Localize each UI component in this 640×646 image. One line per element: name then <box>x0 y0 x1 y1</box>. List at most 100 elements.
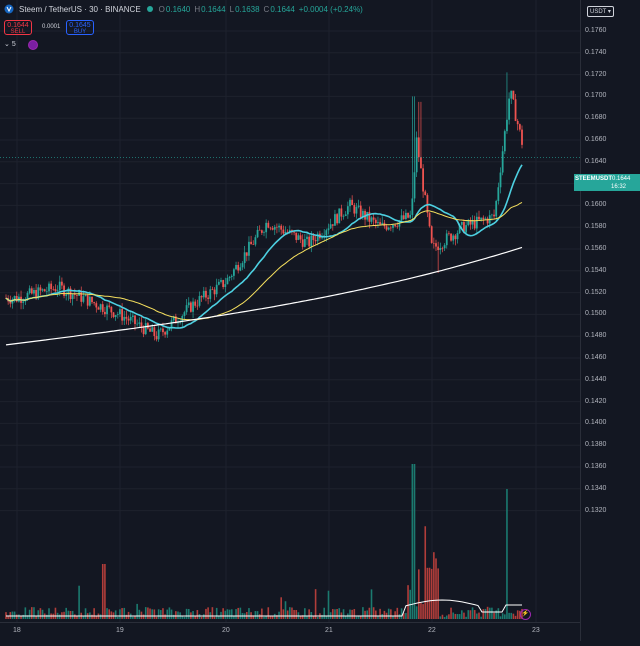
candle-body <box>179 322 182 323</box>
time-tick-label: 18 <box>13 627 21 634</box>
candle-body <box>269 227 272 229</box>
candle-body <box>151 327 154 332</box>
volume-bar <box>418 569 420 619</box>
volume-bar <box>278 611 280 619</box>
candle-body <box>86 294 89 306</box>
candle-body <box>116 314 119 316</box>
sell-button[interactable]: 0.1644 SELL <box>4 20 32 35</box>
candle-body <box>80 291 83 302</box>
volume-bar <box>121 608 123 619</box>
candle-body <box>56 290 59 292</box>
price-tick-label: 0.1580 <box>585 223 607 231</box>
price-tick-label: 0.1660 <box>585 136 607 143</box>
volume-bar <box>342 609 345 619</box>
candle-body <box>13 295 16 300</box>
volume-bar <box>452 612 454 619</box>
volume-bar <box>321 615 323 619</box>
volume-bar <box>424 526 427 619</box>
candle-body <box>415 137 418 173</box>
candle-body <box>157 329 160 340</box>
candle-body <box>155 336 158 340</box>
candle-body <box>460 221 463 225</box>
currency-button[interactable]: USDT ▾ <box>587 6 614 17</box>
volume-bar <box>396 607 399 619</box>
candle-body <box>164 332 166 335</box>
volume-bar <box>379 608 381 619</box>
volume-bar <box>177 611 179 619</box>
candle-body <box>521 129 523 145</box>
candle-body <box>104 311 106 315</box>
candle-body <box>233 269 235 276</box>
volume-bar <box>151 609 153 619</box>
candle-body <box>469 219 472 225</box>
volume-bar <box>162 608 164 619</box>
candle-body <box>420 157 422 169</box>
volume-bar <box>463 612 465 619</box>
last-price-tag: STEEMUSDT 0.1644 16:32 <box>574 174 640 191</box>
candle-body <box>129 316 132 321</box>
time-axis[interactable]: 18 19 20 21 22 23 <box>0 622 580 642</box>
volume-bar <box>74 614 76 619</box>
volume-bar <box>316 616 319 619</box>
candle-body <box>417 137 420 158</box>
candle-body <box>125 316 128 319</box>
candle-body <box>463 221 465 233</box>
price-chart[interactable] <box>0 0 580 641</box>
buy-label: BUY <box>73 29 87 35</box>
volume-bar <box>469 610 472 619</box>
volume-bar <box>222 608 224 619</box>
volume-bar <box>265 615 267 619</box>
candle-body <box>506 119 508 132</box>
candle-body <box>50 283 53 290</box>
time-tick-label: 20 <box>222 627 230 634</box>
price-tick-label: 0.1440 <box>585 375 607 383</box>
volume-bar <box>67 610 70 619</box>
volume-bar <box>461 610 463 619</box>
price-tick-label: 0.1720 <box>585 70 607 78</box>
lightning-icon[interactable]: ⚡ <box>520 609 531 620</box>
volume-bar <box>153 609 156 619</box>
candle-body <box>428 212 431 227</box>
candle-body <box>192 301 194 312</box>
price-axis[interactable]: USDT ▾ 0.1760 0.1740 0.1720 0.1700 0.1680 0.1… <box>574 0 640 641</box>
candle-body <box>119 309 121 315</box>
volume-bar <box>235 609 237 619</box>
volume-bar <box>149 608 151 619</box>
candle-body <box>389 227 392 229</box>
chart-area[interactable]: Steem / TetherUS · 30 · BINANCE O 0.1640 … <box>0 0 580 641</box>
candle-body <box>65 294 68 296</box>
candle-body <box>239 267 242 271</box>
indicators-toggle[interactable]: ⌄ 5 <box>4 40 16 49</box>
volume-bar <box>39 608 42 619</box>
volume-bar <box>506 489 508 619</box>
candle-body <box>467 219 470 226</box>
volume-bar <box>286 610 289 619</box>
volume-bar <box>218 615 220 619</box>
candle-body <box>475 216 478 229</box>
volume-bar <box>183 616 186 619</box>
candle-body <box>501 151 504 173</box>
volume-bar <box>26 615 29 619</box>
volume-bar <box>269 615 272 619</box>
indicators-count: 5 <box>11 40 16 48</box>
buy-button[interactable]: 0.1645 BUY <box>66 20 94 35</box>
candle-body <box>503 131 506 152</box>
price-tick-label: 0.1480 <box>585 332 607 340</box>
alert-icon[interactable] <box>28 40 38 50</box>
candle-body <box>473 220 476 229</box>
candle-body <box>108 305 111 307</box>
volume-bar <box>400 608 403 619</box>
volume-bar <box>71 610 74 619</box>
volume-bar <box>239 607 242 619</box>
candle-body <box>413 172 416 199</box>
candle-body <box>286 231 289 233</box>
volume-bar <box>443 616 446 619</box>
symbol-title[interactable]: Steem / TetherUS · 30 · BINANCE <box>19 4 141 14</box>
volume-bar <box>252 615 255 619</box>
candle-body <box>170 320 173 328</box>
candle-body <box>67 288 70 295</box>
volume-bar <box>220 611 222 619</box>
volume-bar <box>101 564 104 619</box>
candle-body <box>338 208 341 224</box>
candle-body <box>149 328 151 332</box>
